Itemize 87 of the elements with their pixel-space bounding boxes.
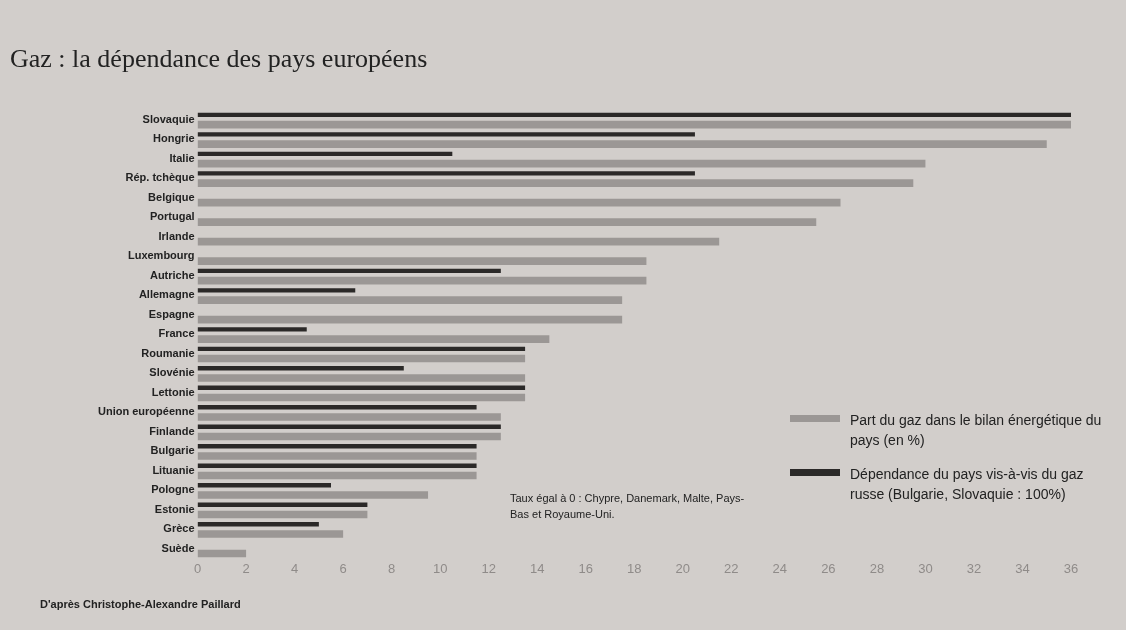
- bar: [197, 354, 526, 363]
- bar: [197, 198, 841, 207]
- legend-label: Dépendance du pays vis-à-vis du gaz russe (Bulgarie, Slovaquie : 100%): [850, 465, 1085, 504]
- legend-label: Part du gaz dans le bilan énergétique du pays (en %): [850, 411, 1103, 450]
- y-tick-label: Italie: [169, 151, 195, 164]
- x-tick-label: 32: [966, 560, 982, 576]
- x-tick-label: 36: [1063, 560, 1079, 576]
- x-tick-label: 2: [242, 560, 250, 576]
- x-tick-label: 16: [578, 560, 593, 576]
- x-tick-label: 22: [724, 560, 739, 576]
- bar: [197, 502, 368, 507]
- x-tick-label: 28: [869, 560, 885, 576]
- x-tick-label: 30: [918, 560, 933, 576]
- bar: [197, 346, 526, 352]
- bar: [197, 393, 526, 402]
- x-tick-label: 12: [481, 560, 496, 576]
- bar: [197, 218, 817, 226]
- x-tick-label: 14: [530, 560, 545, 576]
- y-tick-label: France: [158, 327, 195, 340]
- y-tick-label: Lituanie: [152, 463, 195, 476]
- x-tick-label: 26: [821, 560, 836, 576]
- bar: [197, 151, 453, 157]
- y-tick-label: Grèce: [163, 522, 195, 535]
- bar: [197, 549, 247, 558]
- y-tick-label: Lettonie: [151, 385, 195, 398]
- annotation: Taux égal à 0 : Chypre, Danemark, Malte, Pays-Bas et Royaume-Uni.: [510, 491, 746, 522]
- y-tick-label: Pologne: [151, 483, 195, 496]
- y-tick-label: Slovaquie: [142, 112, 195, 125]
- y-tick-label: Irlande: [158, 229, 195, 242]
- y-tick-label: Estonie: [154, 502, 195, 515]
- bar: [197, 510, 368, 519]
- bar: [197, 120, 1071, 129]
- bar: [197, 327, 307, 332]
- y-tick-label: Autriche: [149, 268, 195, 281]
- bar: [197, 463, 477, 468]
- bar: [197, 424, 501, 429]
- bar: [197, 257, 647, 265]
- bar: [197, 385, 526, 391]
- bar: [197, 432, 501, 441]
- bar: [197, 112, 1071, 118]
- bar: [197, 413, 501, 421]
- bar: [197, 288, 356, 293]
- bar: [197, 366, 404, 371]
- chart-title: Gaz : la dépendance des pays européens: [10, 44, 428, 74]
- y-tick-label: Bulgarie: [150, 444, 195, 457]
- x-tick-label: 18: [627, 560, 642, 576]
- bar: [197, 471, 477, 480]
- y-tick-label: Finlande: [149, 424, 195, 437]
- y-tick-label: Luxembourg: [127, 249, 195, 262]
- x-tick-label: 20: [675, 560, 691, 576]
- bar: [197, 268, 501, 274]
- x-tick-label: 0: [193, 560, 202, 576]
- y-tick-label: Roumanie: [141, 346, 195, 359]
- bar: [197, 132, 695, 137]
- x-tick-label: 8: [388, 560, 396, 576]
- bar: [197, 276, 647, 285]
- bar: [197, 483, 331, 488]
- bar: [197, 491, 429, 499]
- y-tick-label: Suède: [161, 541, 195, 554]
- x-tick-label: 34: [1015, 560, 1030, 576]
- bar: [197, 530, 344, 538]
- y-tick-label: Rép. tchèque: [125, 171, 195, 184]
- y-tick-label: Hongrie: [153, 132, 195, 145]
- x-tick-label: 6: [339, 560, 347, 576]
- bar: [197, 296, 623, 304]
- bar: [197, 522, 319, 527]
- y-tick-label: Belgique: [148, 190, 195, 203]
- bar: [197, 140, 1047, 148]
- bar: [197, 171, 695, 176]
- x-tick-label: 24: [772, 560, 788, 576]
- text: D'après Christophe-Alexandre Paillard: [40, 598, 241, 610]
- bar: [197, 335, 550, 343]
- y-tick-label: Union européenne: [98, 405, 195, 418]
- bar: [197, 159, 926, 168]
- bar: [197, 315, 623, 324]
- y-tick-label: Slovénie: [149, 366, 195, 379]
- bar: [197, 179, 914, 187]
- y-tick-label: Espagne: [148, 307, 195, 320]
- y-tick-label: Allemagne: [138, 288, 195, 301]
- bar: [197, 405, 477, 410]
- y-tick-label: Portugal: [149, 210, 195, 223]
- bar: [197, 237, 720, 246]
- bar: [197, 452, 477, 460]
- x-tick-label: 10: [432, 560, 448, 576]
- x-tick-label: 4: [290, 560, 299, 576]
- bar: [197, 444, 477, 449]
- bar: [197, 374, 526, 382]
